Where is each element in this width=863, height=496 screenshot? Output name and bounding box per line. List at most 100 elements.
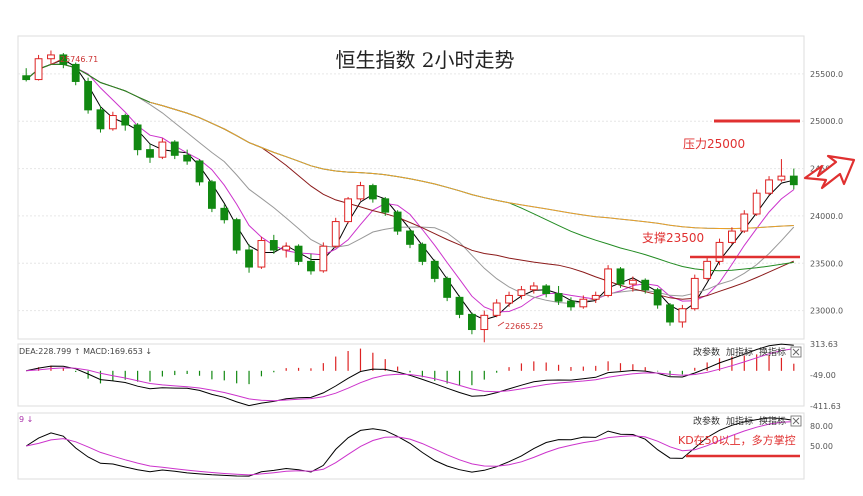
dea-line (26, 348, 794, 402)
upward-arrow-icon (803, 154, 856, 190)
candle (208, 179, 216, 213)
candle (368, 183, 377, 203)
candle (47, 50, 55, 65)
candle-body (108, 115, 117, 130)
candle (604, 265, 613, 298)
candle-body (406, 230, 414, 245)
candle (294, 244, 303, 266)
candle (170, 140, 179, 160)
candle-body (641, 279, 650, 291)
kd-lines (25, 417, 794, 477)
candle-body (591, 294, 600, 300)
candle-body (146, 149, 154, 158)
macd-tick-label: -49.00 (810, 371, 836, 380)
candle (715, 238, 724, 266)
candle (529, 282, 538, 294)
candle-body (22, 75, 31, 81)
candle-body (96, 109, 105, 130)
candle (517, 285, 526, 300)
support-label: 支撑23500 (642, 230, 704, 245)
candle-body (529, 285, 538, 291)
candle-body (616, 268, 625, 285)
candle (653, 287, 662, 309)
candle-body (307, 260, 315, 272)
candle (591, 291, 600, 304)
low-label: 22665.25 (505, 322, 543, 331)
candle-body (121, 115, 130, 126)
ma-line (25, 63, 795, 305)
candle (777, 159, 786, 182)
high-label: 25746.71 (60, 55, 98, 64)
candle (121, 113, 130, 131)
candle (220, 204, 229, 224)
candle (282, 242, 291, 258)
candle (71, 62, 80, 86)
candle-body (728, 230, 736, 243)
candle-body (170, 141, 179, 156)
candle-body (356, 185, 365, 200)
close-icon[interactable] (790, 346, 802, 358)
close-icon[interactable] (790, 415, 802, 427)
macd-lines (26, 343, 794, 407)
candle-body (678, 308, 687, 323)
candle (356, 181, 365, 201)
candle-body (282, 245, 291, 251)
candle (703, 257, 712, 281)
candle-body (158, 141, 167, 158)
candle (641, 278, 650, 294)
candle (406, 229, 414, 249)
switch-indicator-button[interactable]: 换指标 (759, 415, 786, 427)
candle (59, 53, 68, 69)
candle-body (269, 240, 278, 251)
candle-body (554, 293, 563, 302)
candle (381, 196, 390, 216)
candle-body (294, 245, 303, 262)
candle (628, 276, 637, 292)
candle-body (220, 207, 229, 221)
candle-body (715, 241, 724, 262)
change-params-button[interactable]: 改参数 (693, 415, 720, 427)
candle (666, 303, 674, 326)
candle (195, 159, 204, 186)
candle-body (777, 175, 786, 181)
add-indicator-button[interactable]: 加指标 (726, 415, 753, 427)
candle-body (653, 289, 662, 306)
candle (269, 234, 278, 254)
candle-body (133, 124, 142, 151)
change-params-button[interactable]: 改参数 (693, 346, 720, 358)
macd-tick-label: 313.63 (810, 340, 838, 349)
candle-body (418, 243, 427, 262)
candle (740, 210, 749, 233)
candle (257, 236, 266, 269)
candle-body (71, 63, 80, 82)
k-line (25, 417, 794, 477)
candle (616, 267, 625, 288)
kd-tick-label: 50.00 (810, 442, 833, 451)
switch-indicator-button[interactable]: 换指标 (759, 346, 786, 358)
candle-body (468, 313, 476, 331)
macd-panel-controls: 改参数 加指标 换指标 (693, 346, 802, 358)
candle (542, 284, 551, 298)
candle-body (183, 154, 192, 162)
candle-body (208, 181, 216, 209)
candle (455, 295, 464, 319)
candle-body (666, 304, 674, 323)
ma-line (149, 101, 794, 230)
candle (765, 176, 773, 196)
candle (393, 210, 402, 235)
candle-body (789, 175, 798, 186)
candle-body (443, 277, 452, 298)
candle (789, 168, 798, 190)
support-annotation: 支撑23500 (642, 230, 800, 259)
add-indicator-button[interactable]: 加指标 (726, 346, 753, 358)
y-tick-label: 23000.0 (810, 307, 843, 316)
candle (752, 189, 761, 216)
candle (443, 276, 452, 302)
candle-body (492, 302, 501, 316)
candle-body (84, 80, 92, 111)
candle-body (393, 211, 402, 232)
d-line (26, 421, 794, 476)
candle-body (195, 160, 204, 183)
candle-body (579, 298, 588, 308)
candle (307, 253, 315, 275)
